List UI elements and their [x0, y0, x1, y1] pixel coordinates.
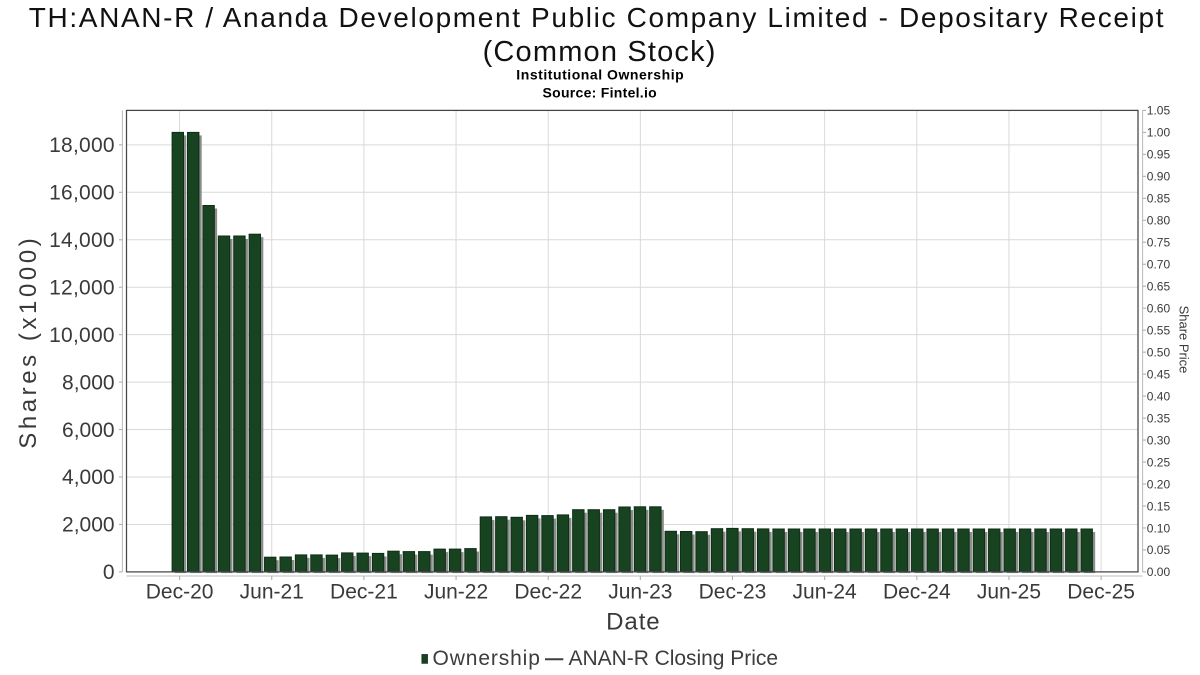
svg-text:Jun-25: Jun-25: [977, 580, 1041, 603]
svg-text:0.45: 0.45: [1147, 367, 1171, 381]
svg-text:0.80: 0.80: [1147, 214, 1171, 228]
svg-text:0.65: 0.65: [1147, 280, 1171, 294]
svg-text:0.00: 0.00: [1147, 565, 1171, 579]
svg-text:0.95: 0.95: [1147, 148, 1171, 162]
svg-text:Institutional Ownership: Institutional Ownership: [516, 67, 683, 83]
svg-text:0.15: 0.15: [1147, 499, 1171, 513]
svg-text:0.90: 0.90: [1147, 170, 1171, 184]
svg-text:0: 0: [103, 561, 115, 584]
svg-text:0.70: 0.70: [1147, 258, 1171, 272]
svg-text:Source: Fintel.io: Source: Fintel.io: [543, 85, 657, 101]
svg-text:Dec-23: Dec-23: [699, 580, 767, 603]
svg-text:0.75: 0.75: [1147, 236, 1171, 250]
svg-text:8,000: 8,000: [62, 371, 115, 394]
svg-text:12,000: 12,000: [49, 276, 115, 299]
svg-text:18,000: 18,000: [49, 134, 115, 157]
svg-text:2,000: 2,000: [62, 514, 115, 537]
svg-text:16,000: 16,000: [49, 182, 115, 205]
svg-text:Jun-22: Jun-22: [424, 580, 488, 603]
svg-text:1.05: 1.05: [1147, 104, 1171, 118]
svg-text:0.20: 0.20: [1147, 477, 1171, 491]
svg-text:Date: Date: [606, 609, 660, 636]
svg-text:1.00: 1.00: [1147, 126, 1171, 140]
svg-text:0.35: 0.35: [1147, 411, 1171, 425]
svg-text:0.30: 0.30: [1147, 433, 1171, 447]
svg-text:14,000: 14,000: [49, 229, 115, 252]
svg-text:Dec-24: Dec-24: [883, 580, 951, 603]
svg-text:Jun-24: Jun-24: [793, 580, 858, 603]
svg-text:0.60: 0.60: [1147, 301, 1171, 315]
svg-text:Dec-25: Dec-25: [1067, 580, 1135, 603]
svg-text:0.50: 0.50: [1147, 345, 1171, 359]
svg-text:0.05: 0.05: [1147, 543, 1171, 557]
svg-text:0.40: 0.40: [1147, 389, 1171, 403]
svg-text:(Common Stock): (Common Stock): [483, 36, 716, 68]
svg-text:Dec-21: Dec-21: [330, 580, 398, 603]
svg-text:0.55: 0.55: [1147, 323, 1171, 337]
svg-text:Jun-21: Jun-21: [240, 580, 304, 603]
svg-text:ANAN-R Closing Price: ANAN-R Closing Price: [569, 647, 779, 670]
svg-text:Dec-22: Dec-22: [514, 580, 582, 603]
svg-text:Share Price: Share Price: [1177, 306, 1192, 374]
svg-text:Ownership: Ownership: [433, 647, 540, 670]
svg-text:Dec-20: Dec-20: [146, 580, 214, 603]
svg-text:0.25: 0.25: [1147, 455, 1171, 469]
svg-text:4,000: 4,000: [62, 466, 115, 489]
svg-text:TH:ANAN-R / Ananda Development: TH:ANAN-R / Ananda Development Public Co…: [29, 2, 1164, 33]
svg-text:6,000: 6,000: [62, 419, 115, 442]
svg-text:0.85: 0.85: [1147, 192, 1171, 206]
svg-text:Jun-23: Jun-23: [608, 580, 672, 603]
svg-text:0.10: 0.10: [1147, 521, 1171, 535]
svg-text:10,000: 10,000: [49, 324, 115, 347]
